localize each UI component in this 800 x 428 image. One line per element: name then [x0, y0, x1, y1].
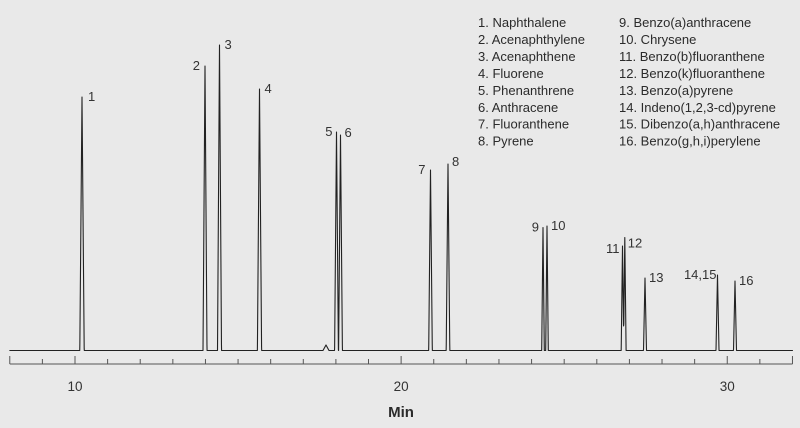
- svg-text:2. Acenaphthylene: 2. Acenaphthylene: [478, 32, 585, 47]
- svg-text:12: 12: [628, 236, 642, 251]
- svg-text:8. Pyrene: 8. Pyrene: [478, 134, 534, 149]
- svg-text:1. Naphthalene: 1. Naphthalene: [478, 15, 566, 30]
- svg-text:14,15: 14,15: [684, 267, 717, 282]
- svg-text:4. Fluorene: 4. Fluorene: [478, 66, 544, 81]
- svg-text:13: 13: [649, 270, 663, 285]
- svg-text:13. Benzo(a)pyrene: 13. Benzo(a)pyrene: [619, 83, 733, 98]
- svg-text:15. Dibenzo(a,h)anthracene: 15. Dibenzo(a,h)anthracene: [619, 117, 780, 132]
- svg-text:10: 10: [551, 218, 565, 233]
- svg-text:10: 10: [67, 379, 82, 394]
- svg-text:5. Phenanthrene: 5. Phenanthrene: [478, 83, 574, 98]
- svg-text:4: 4: [265, 81, 272, 96]
- svg-text:1: 1: [88, 89, 95, 104]
- svg-text:3. Acenaphthene: 3. Acenaphthene: [478, 49, 576, 64]
- svg-text:16: 16: [739, 273, 753, 288]
- svg-text:12. Benzo(k)fluoranthene: 12. Benzo(k)fluoranthene: [619, 66, 765, 81]
- svg-text:7. Fluoranthene: 7. Fluoranthene: [478, 117, 569, 132]
- svg-text:30: 30: [720, 379, 735, 394]
- svg-text:20: 20: [394, 379, 409, 394]
- svg-text:14. Indeno(1,2,3-cd)pyrene: 14. Indeno(1,2,3-cd)pyrene: [619, 100, 776, 115]
- svg-text:7: 7: [418, 162, 425, 177]
- svg-text:Min: Min: [388, 404, 414, 421]
- svg-text:9. Benzo(a)anthracene: 9. Benzo(a)anthracene: [619, 15, 751, 30]
- svg-text:8: 8: [452, 154, 459, 169]
- svg-text:2: 2: [193, 58, 200, 73]
- svg-text:9: 9: [532, 220, 539, 235]
- svg-text:6: 6: [345, 125, 352, 140]
- svg-text:11: 11: [606, 241, 620, 256]
- svg-text:3: 3: [225, 37, 232, 52]
- svg-text:16. Benzo(g,h,i)perylene: 16. Benzo(g,h,i)perylene: [619, 134, 761, 149]
- svg-text:6. Anthracene: 6. Anthracene: [478, 100, 558, 115]
- svg-text:5: 5: [325, 124, 332, 139]
- svg-text:11. Benzo(b)fluoranthene: 11. Benzo(b)fluoranthene: [619, 49, 765, 64]
- svg-text:10. Chrysene: 10. Chrysene: [619, 32, 696, 47]
